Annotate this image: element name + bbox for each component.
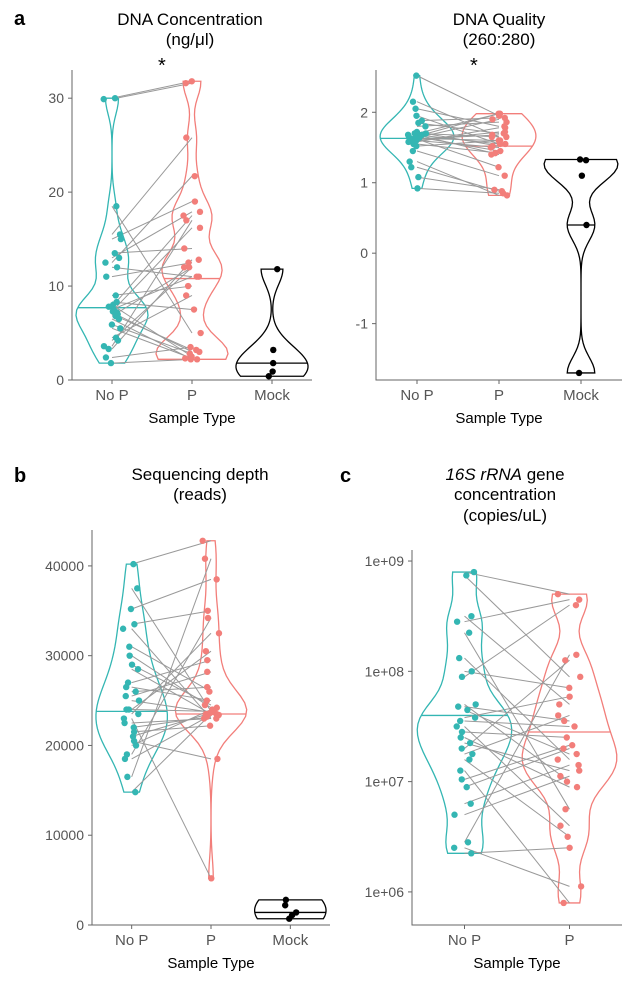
svg-text:40000: 40000: [45, 558, 84, 574]
svg-text:-1: -1: [356, 316, 369, 332]
svg-text:No P: No P: [448, 932, 481, 949]
svg-text:P: P: [187, 387, 197, 404]
svg-text:1e+08: 1e+08: [365, 663, 405, 679]
svg-text:No P: No P: [115, 932, 148, 949]
svg-text:1e+07: 1e+07: [365, 774, 405, 790]
xlabel-a1: Sample Type: [72, 410, 312, 427]
svg-text:30: 30: [48, 90, 64, 106]
svg-text:1e+09: 1e+09: [365, 553, 405, 569]
title-line2: (ng/μl): [166, 30, 215, 49]
panel-c-title: 16S rRNA gene concentration (copies/uL): [380, 465, 630, 526]
svg-text:Mock: Mock: [272, 932, 308, 949]
panel-a2: DNA Quality (260:280) * -1012No PPMock S…: [320, 5, 625, 435]
title-line1: DNA Concentration: [117, 10, 263, 29]
xlabel-b: Sample Type: [92, 955, 330, 972]
svg-text:20: 20: [48, 184, 64, 200]
title-rest: gene: [522, 465, 565, 484]
svg-text:P: P: [564, 932, 574, 949]
title-line3: (copies/uL): [463, 506, 547, 525]
panel-a2-title: DNA Quality (260:280): [376, 10, 622, 51]
plot-b: 010000200003000040000No PPMock: [92, 530, 330, 925]
svg-text:1: 1: [360, 175, 368, 191]
panel-b: Sequencing depth (reads) 010000200003000…: [10, 460, 335, 980]
svg-text:0: 0: [76, 917, 84, 933]
plot-a1: 0102030No PPMock: [72, 70, 312, 380]
xlabel-c: Sample Type: [412, 955, 622, 972]
svg-text:0: 0: [56, 372, 64, 388]
svg-text:1e+06: 1e+06: [365, 884, 405, 900]
svg-text:No P: No P: [400, 387, 433, 404]
plot-c: 1e+061e+071e+081e+09No PP: [412, 550, 622, 925]
title-line1: DNA Quality: [453, 10, 546, 29]
svg-text:Mock: Mock: [563, 387, 599, 404]
svg-text:10: 10: [48, 278, 64, 294]
svg-text:30000: 30000: [45, 648, 84, 664]
svg-text:No P: No P: [95, 387, 128, 404]
svg-text:10000: 10000: [45, 827, 84, 843]
figure-root: a b c DNA Concentration (ng/μl) * 010203…: [0, 0, 631, 990]
title-line2: concentration: [454, 485, 556, 504]
svg-text:P: P: [206, 932, 216, 949]
title-line1: Sequencing depth: [131, 465, 268, 484]
title-line2: (reads): [173, 485, 227, 504]
panel-c: 16S rRNA gene concentration (copies/uL) …: [340, 460, 630, 980]
svg-text:2: 2: [360, 104, 368, 120]
title-italic: 16S rRNA: [445, 465, 522, 484]
panel-a1: DNA Concentration (ng/μl) * 0102030No PP…: [10, 5, 315, 435]
panel-b-title: Sequencing depth (reads): [70, 465, 330, 506]
plot-a2: -1012No PPMock: [376, 70, 622, 380]
title-line2: (260:280): [463, 30, 536, 49]
svg-text:Mock: Mock: [254, 387, 290, 404]
svg-text:P: P: [494, 387, 504, 404]
xlabel-a2: Sample Type: [376, 410, 622, 427]
panel-a1-title: DNA Concentration (ng/μl): [70, 10, 310, 51]
svg-text:20000: 20000: [45, 737, 84, 753]
svg-text:0: 0: [360, 245, 368, 261]
